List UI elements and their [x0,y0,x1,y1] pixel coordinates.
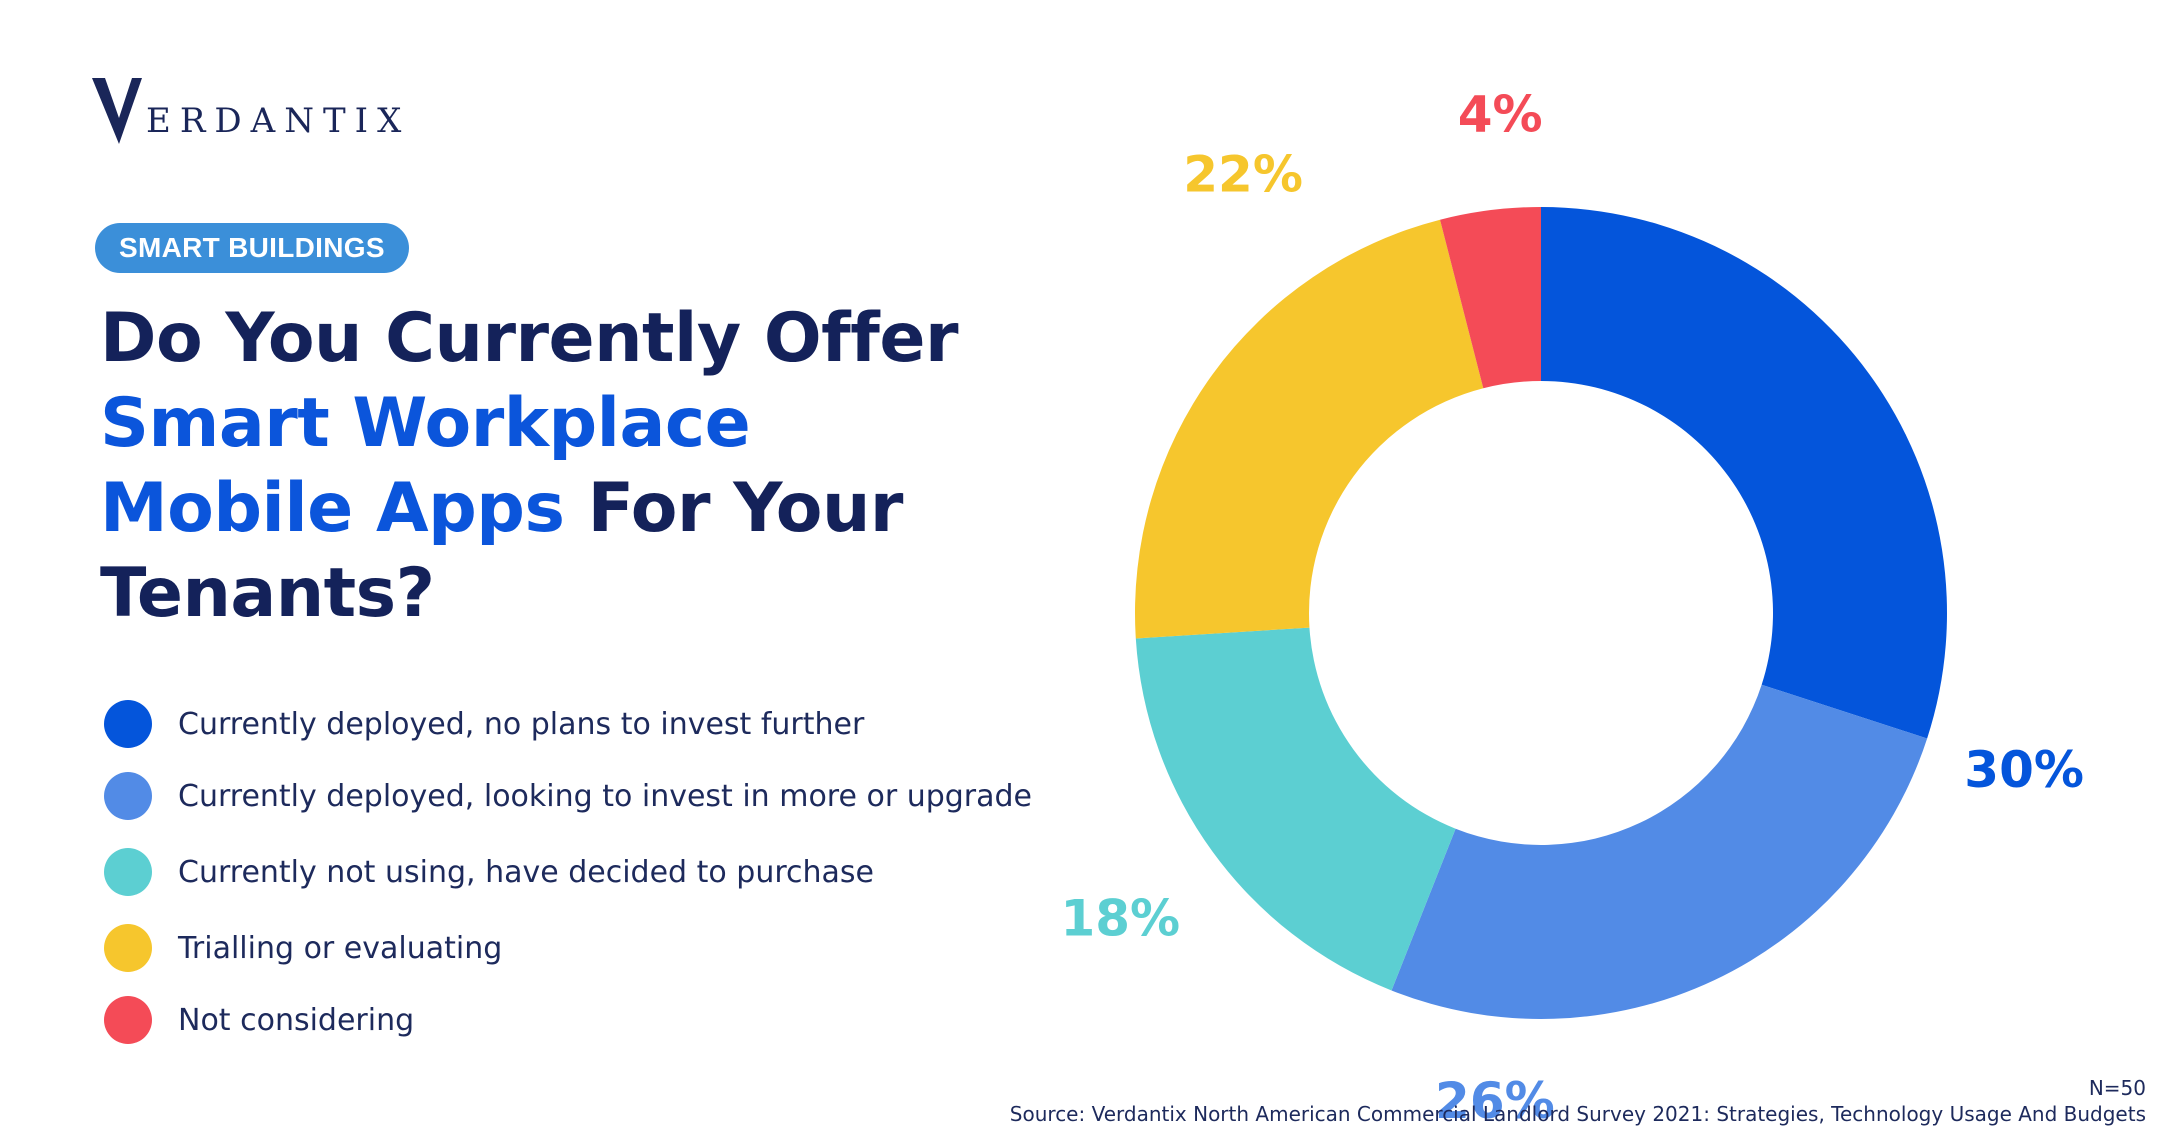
legend-label: Currently not using, have decided to pur… [178,854,874,890]
chart-title: Do You Currently Offer Smart Workplace M… [100,296,1000,636]
category-badge: SMART BUILDINGS [95,223,409,273]
legend-item: Currently not using, have decided to pur… [104,848,874,896]
data-label: 18% [1060,890,1180,948]
verdantix-v-logo-mark [92,78,142,144]
legend-swatch [104,924,152,972]
logo-wordmark: ERDANTIX [146,101,411,141]
legend-swatch [104,848,152,896]
data-label: 4% [1458,86,1543,144]
data-label: 26% [1435,1072,1555,1130]
data-label: 30% [1964,741,2084,799]
donut-slice [1541,207,1947,739]
source-note: Source: Verdantix North American Commerc… [1009,1102,2146,1126]
data-label: 22% [1183,146,1303,204]
title-part-1: Do You Currently Offer [100,299,959,378]
legend-item: Currently deployed, no plans to invest f… [104,700,864,748]
donut-slice [1391,684,1928,1019]
verdantix-logo: ERDANTIX [92,78,410,144]
legend-swatch [104,700,152,748]
legend-label: Currently deployed, looking to invest in… [178,778,1033,814]
legend-swatch [104,772,152,820]
donut-slice [1135,627,1456,991]
title-part-2: For Your Tenants? [100,469,903,633]
title-highlight: Smart Workplace Mobile Apps [100,384,751,548]
legend-item: Currently deployed, looking to invest in… [104,772,1032,820]
legend-item: Trialling or evaluating [104,924,502,972]
legend-label: Trialling or evaluating [178,930,503,966]
donut-slice [1135,219,1484,639]
legend-item: Not considering [104,996,414,1044]
legend-swatch [104,996,152,1044]
legend-label: Not considering [178,1002,415,1038]
legend-label: Currently deployed, no plans to invest f… [178,706,865,742]
donut-slice [1440,207,1541,389]
sample-size-note: N=50 [2088,1076,2146,1100]
